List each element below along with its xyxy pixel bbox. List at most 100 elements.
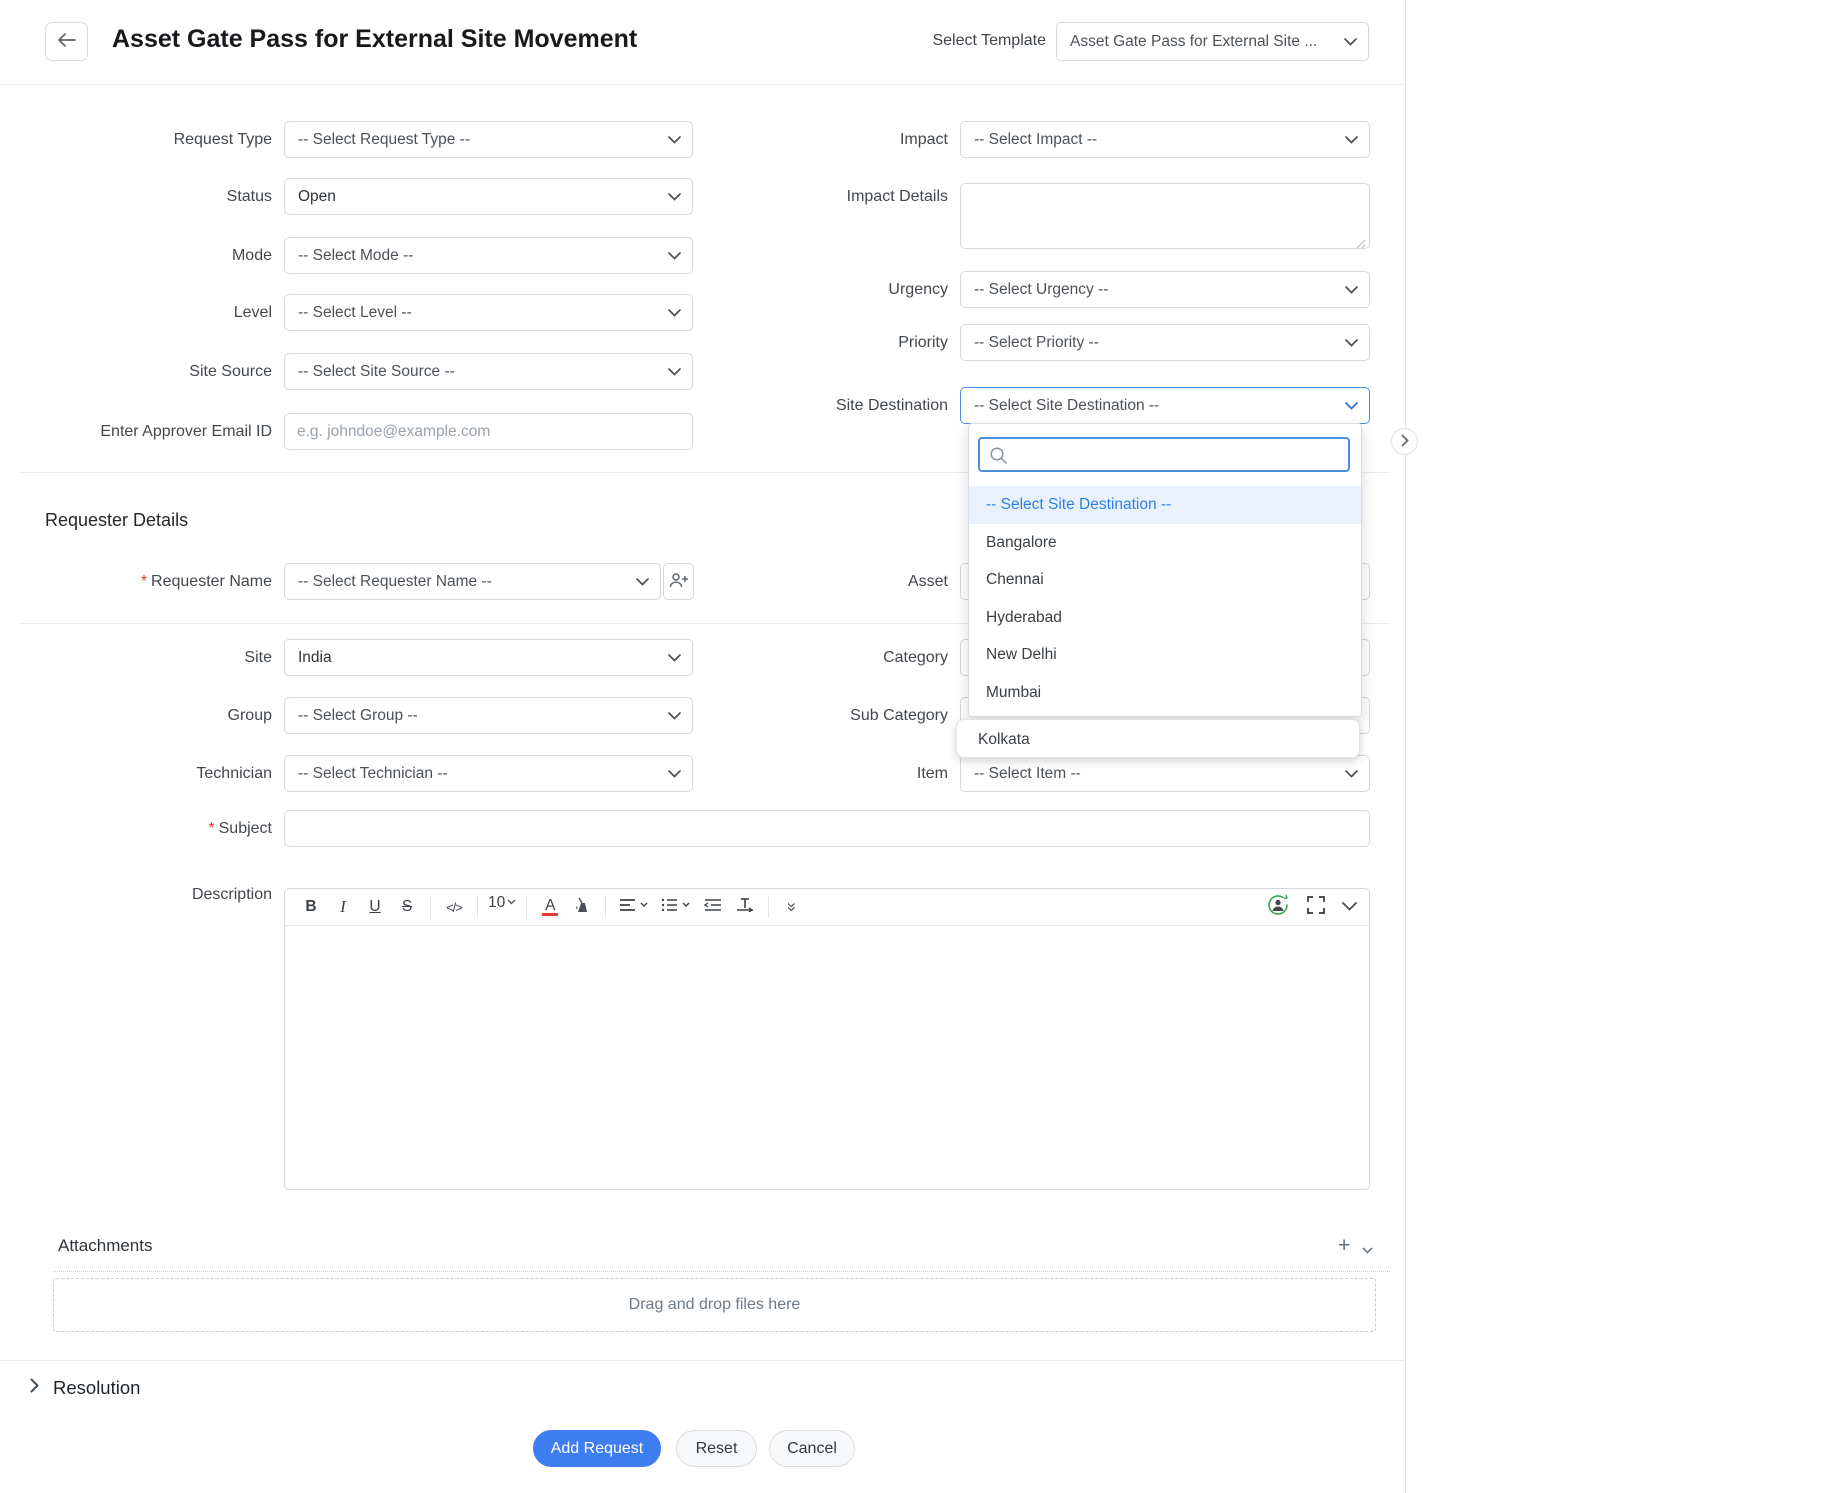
chevron-down-icon [668,765,681,783]
description-input-area[interactable] [285,926,1369,1189]
code-button[interactable]: </> [446,899,463,915]
reset-button[interactable]: Reset [676,1430,757,1467]
template-select-value: Asset Gate Pass for External Site ... [1070,32,1318,50]
outdent-button[interactable] [700,894,726,920]
impact-label: Impact [899,131,948,148]
indent-icon [736,897,754,917]
back-button[interactable] [45,22,88,61]
urgency-label: Urgency [888,281,948,298]
font-size-button[interactable]: 10 [488,894,516,920]
priority-value: -- Select Priority -- [974,333,1099,351]
add-request-button[interactable]: Add Request [533,1430,661,1467]
add-user-icon [669,572,689,591]
header-divider [0,84,1405,85]
bullet-list-icon [661,898,691,917]
highlight-color-button[interactable] [569,894,595,920]
dropdown-option-kolkata[interactable]: Kolkata [956,719,1360,758]
font-color-button[interactable]: A [537,894,563,920]
chevron-down-icon [668,188,681,206]
priority-select[interactable]: -- Select Priority -- [960,324,1370,361]
toolbar-separator [477,896,478,918]
list-button[interactable] [658,894,694,920]
align-left-icon [619,898,649,917]
subject-input[interactable] [284,810,1370,847]
category-label: Category [883,649,948,666]
toolbar-separator [430,896,431,918]
strikethrough-button[interactable]: S [401,898,413,915]
underline-button[interactable]: U [369,898,381,915]
bold-button[interactable]: B [305,898,317,915]
chevron-down-icon [1345,397,1358,415]
section-divider [20,623,1390,624]
attachments-divider [53,1271,1390,1272]
zia-assist-icon[interactable] [1266,893,1290,922]
requester-name-label: * Requester Name [0,563,272,600]
request-type-label: Request Type [173,131,272,148]
site-destination-label: Site Destination [835,397,948,414]
sub-category-label: Sub Category [850,707,948,724]
item-select[interactable]: -- Select Item -- [960,755,1370,792]
dropdown-option[interactable]: Hyderabad [986,608,1062,626]
cancel-button[interactable]: Cancel [769,1430,855,1467]
dropdown-search-box[interactable] [978,437,1350,472]
indent-button[interactable] [732,894,758,920]
dropdown-options: -- Select Site Destination -- Bangalore … [969,486,1361,711]
item-label: Item [916,765,948,782]
approver-email-input[interactable] [284,413,693,450]
requester-name-label-text: Requester Name [151,573,272,590]
request-type-select[interactable]: -- Select Request Type -- [284,121,693,158]
add-requester-button[interactable] [663,563,694,600]
dropdown-option[interactable]: -- Select Site Destination -- [969,486,1361,524]
dropdown-search-input[interactable] [1012,439,1346,472]
chevron-down-icon [1362,1242,1373,1257]
urgency-select[interactable]: -- Select Urgency -- [960,271,1370,308]
mode-select[interactable]: -- Select Mode -- [284,237,693,274]
site-select[interactable]: India [284,639,693,676]
level-value: -- Select Level -- [298,303,412,321]
chevron-down-icon [1345,765,1358,783]
chevron-down-icon [668,363,681,381]
fullscreen-icon[interactable] [1306,895,1326,920]
technician-select[interactable]: -- Select Technician -- [284,755,693,792]
item-value: -- Select Item -- [974,764,1081,782]
site-label: Site [244,649,272,666]
file-dropzone[interactable]: Drag and drop files here [53,1278,1376,1332]
attachments-heading: Attachments [58,1236,153,1255]
resize-handle-icon[interactable] [1356,236,1366,254]
dropdown-option[interactable]: Mumbai [986,683,1042,701]
chevron-down-icon [668,304,681,322]
site-source-select[interactable]: -- Select Site Source -- [284,353,693,390]
status-value: Open [298,187,336,205]
chevron-down-icon[interactable] [1342,898,1357,916]
impact-select[interactable]: -- Select Impact -- [960,121,1370,158]
dropdown-option[interactable]: New Delhi [986,646,1057,663]
editor-toolbar: B I U S </> 10 A [285,889,1369,926]
chevron-down-icon [668,247,681,265]
dropdown-option[interactable]: Bangalore [986,533,1057,551]
chevron-down-icon [507,892,516,910]
chevron-down-icon [668,707,681,725]
status-select[interactable]: Open [284,178,693,215]
chevron-down-icon [1344,33,1357,51]
toolbar-separator [605,896,607,918]
requester-name-select[interactable]: -- Select Requester Name -- [284,563,661,600]
resolution-toggle[interactable]: Resolution [30,1377,140,1399]
attachments-chevron-button[interactable] [1362,1242,1373,1257]
site-destination-select[interactable]: -- Select Site Destination -- [960,387,1370,424]
approver-email-label: Enter Approver Email ID [100,423,272,440]
template-select[interactable]: Asset Gate Pass for External Site ... [1056,22,1369,61]
more-tools-button[interactable]: » [783,902,803,912]
dropzone-text: Drag and drop files here [628,1296,801,1313]
level-select[interactable]: -- Select Level -- [284,294,693,331]
chevron-down-icon [668,649,681,667]
align-button[interactable] [616,894,652,920]
side-panel-expander[interactable] [1391,428,1418,455]
add-attachment-button[interactable]: + [1338,1234,1351,1257]
group-value: -- Select Group -- [298,706,418,724]
impact-details-input[interactable] [960,183,1370,249]
group-select[interactable]: -- Select Group -- [284,697,693,734]
italic-button[interactable]: I [340,897,346,916]
description-editor: B I U S </> 10 A [284,888,1370,1190]
dropdown-option[interactable]: Chennai [986,571,1044,588]
site-destination-dropdown-panel: -- Select Site Destination -- Bangalore … [968,423,1362,717]
